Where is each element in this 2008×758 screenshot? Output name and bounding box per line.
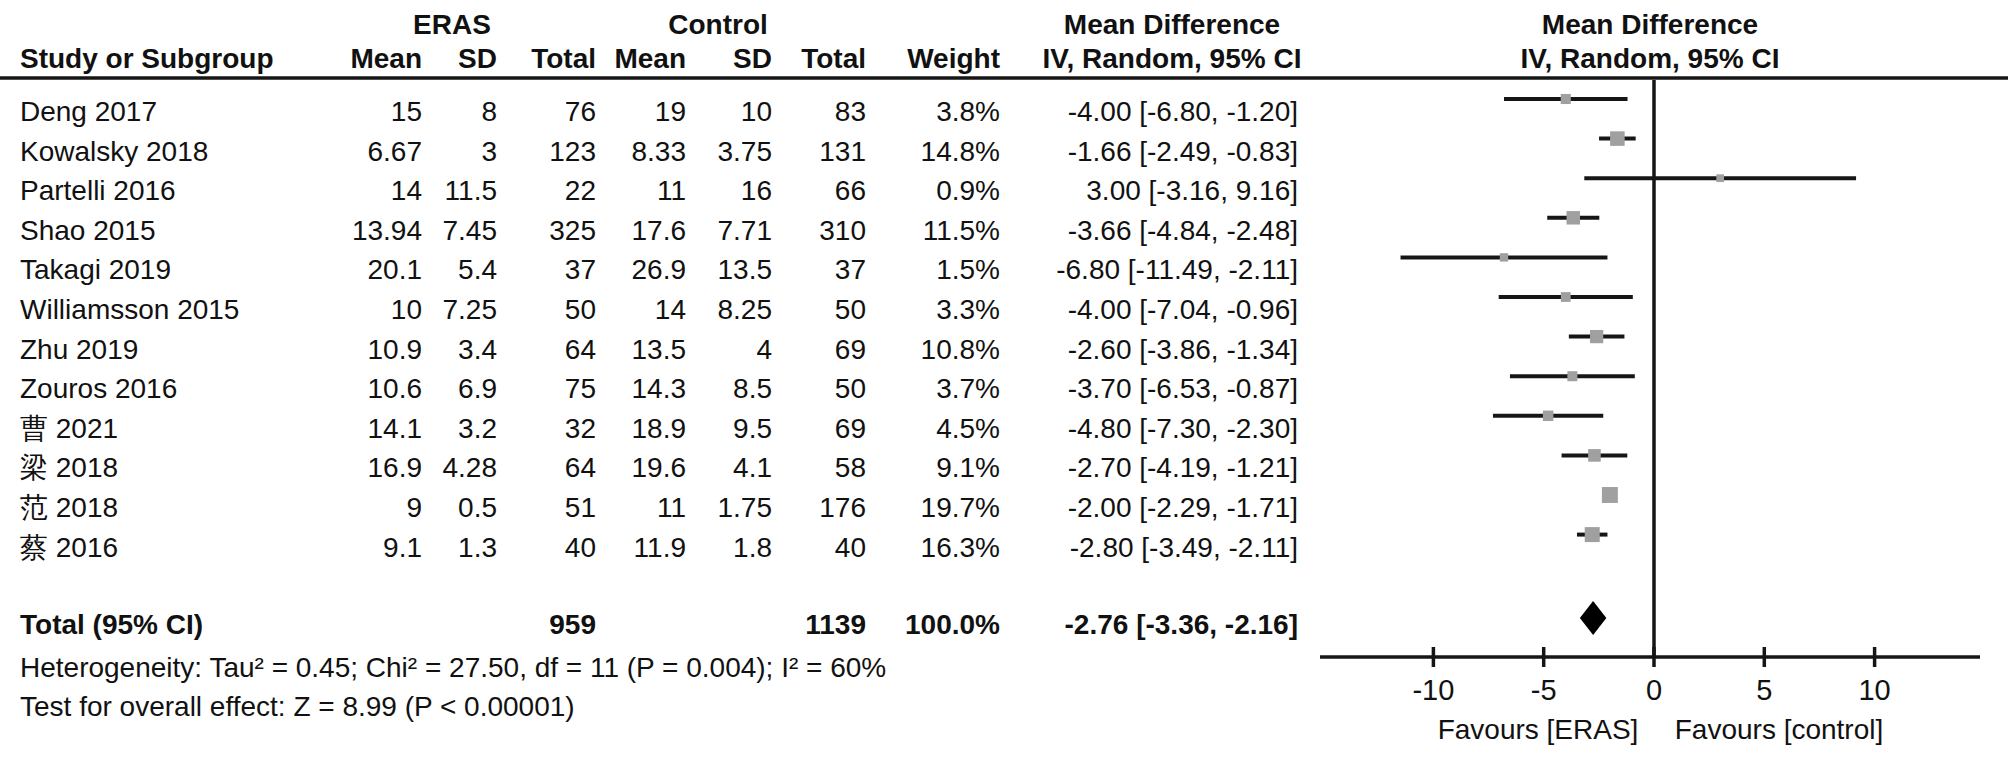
forest-plot-figure: ERAS Control Mean Difference Mean Differ… — [0, 0, 2008, 758]
favours-right-label: Favours [control] — [1675, 710, 1884, 750]
axis-tick-label: -5 — [1531, 674, 1557, 706]
favours-left-label: Favours [ERAS] — [1438, 710, 1639, 750]
axis-tick-label: 5 — [1756, 674, 1772, 706]
axis-tick-label: 10 — [1858, 674, 1890, 706]
axis-tick-label: 0 — [1646, 674, 1662, 706]
axis-tick-labels: -10 -5 0 5 10 — [0, 0, 2008, 758]
axis-tick-label: -10 — [1412, 674, 1454, 706]
